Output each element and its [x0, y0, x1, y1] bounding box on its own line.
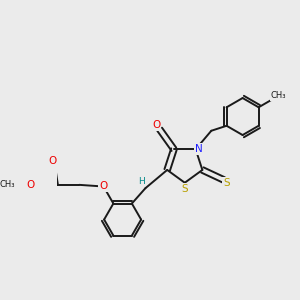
Text: N: N	[195, 144, 203, 154]
Text: O: O	[99, 181, 107, 191]
Text: CH₃: CH₃	[0, 180, 15, 189]
Text: O: O	[152, 120, 160, 130]
Text: CH₃: CH₃	[271, 92, 286, 100]
Text: H: H	[138, 177, 145, 186]
Text: O: O	[48, 156, 56, 166]
Text: S: S	[182, 184, 188, 194]
Text: S: S	[223, 178, 230, 188]
Text: O: O	[27, 180, 35, 190]
